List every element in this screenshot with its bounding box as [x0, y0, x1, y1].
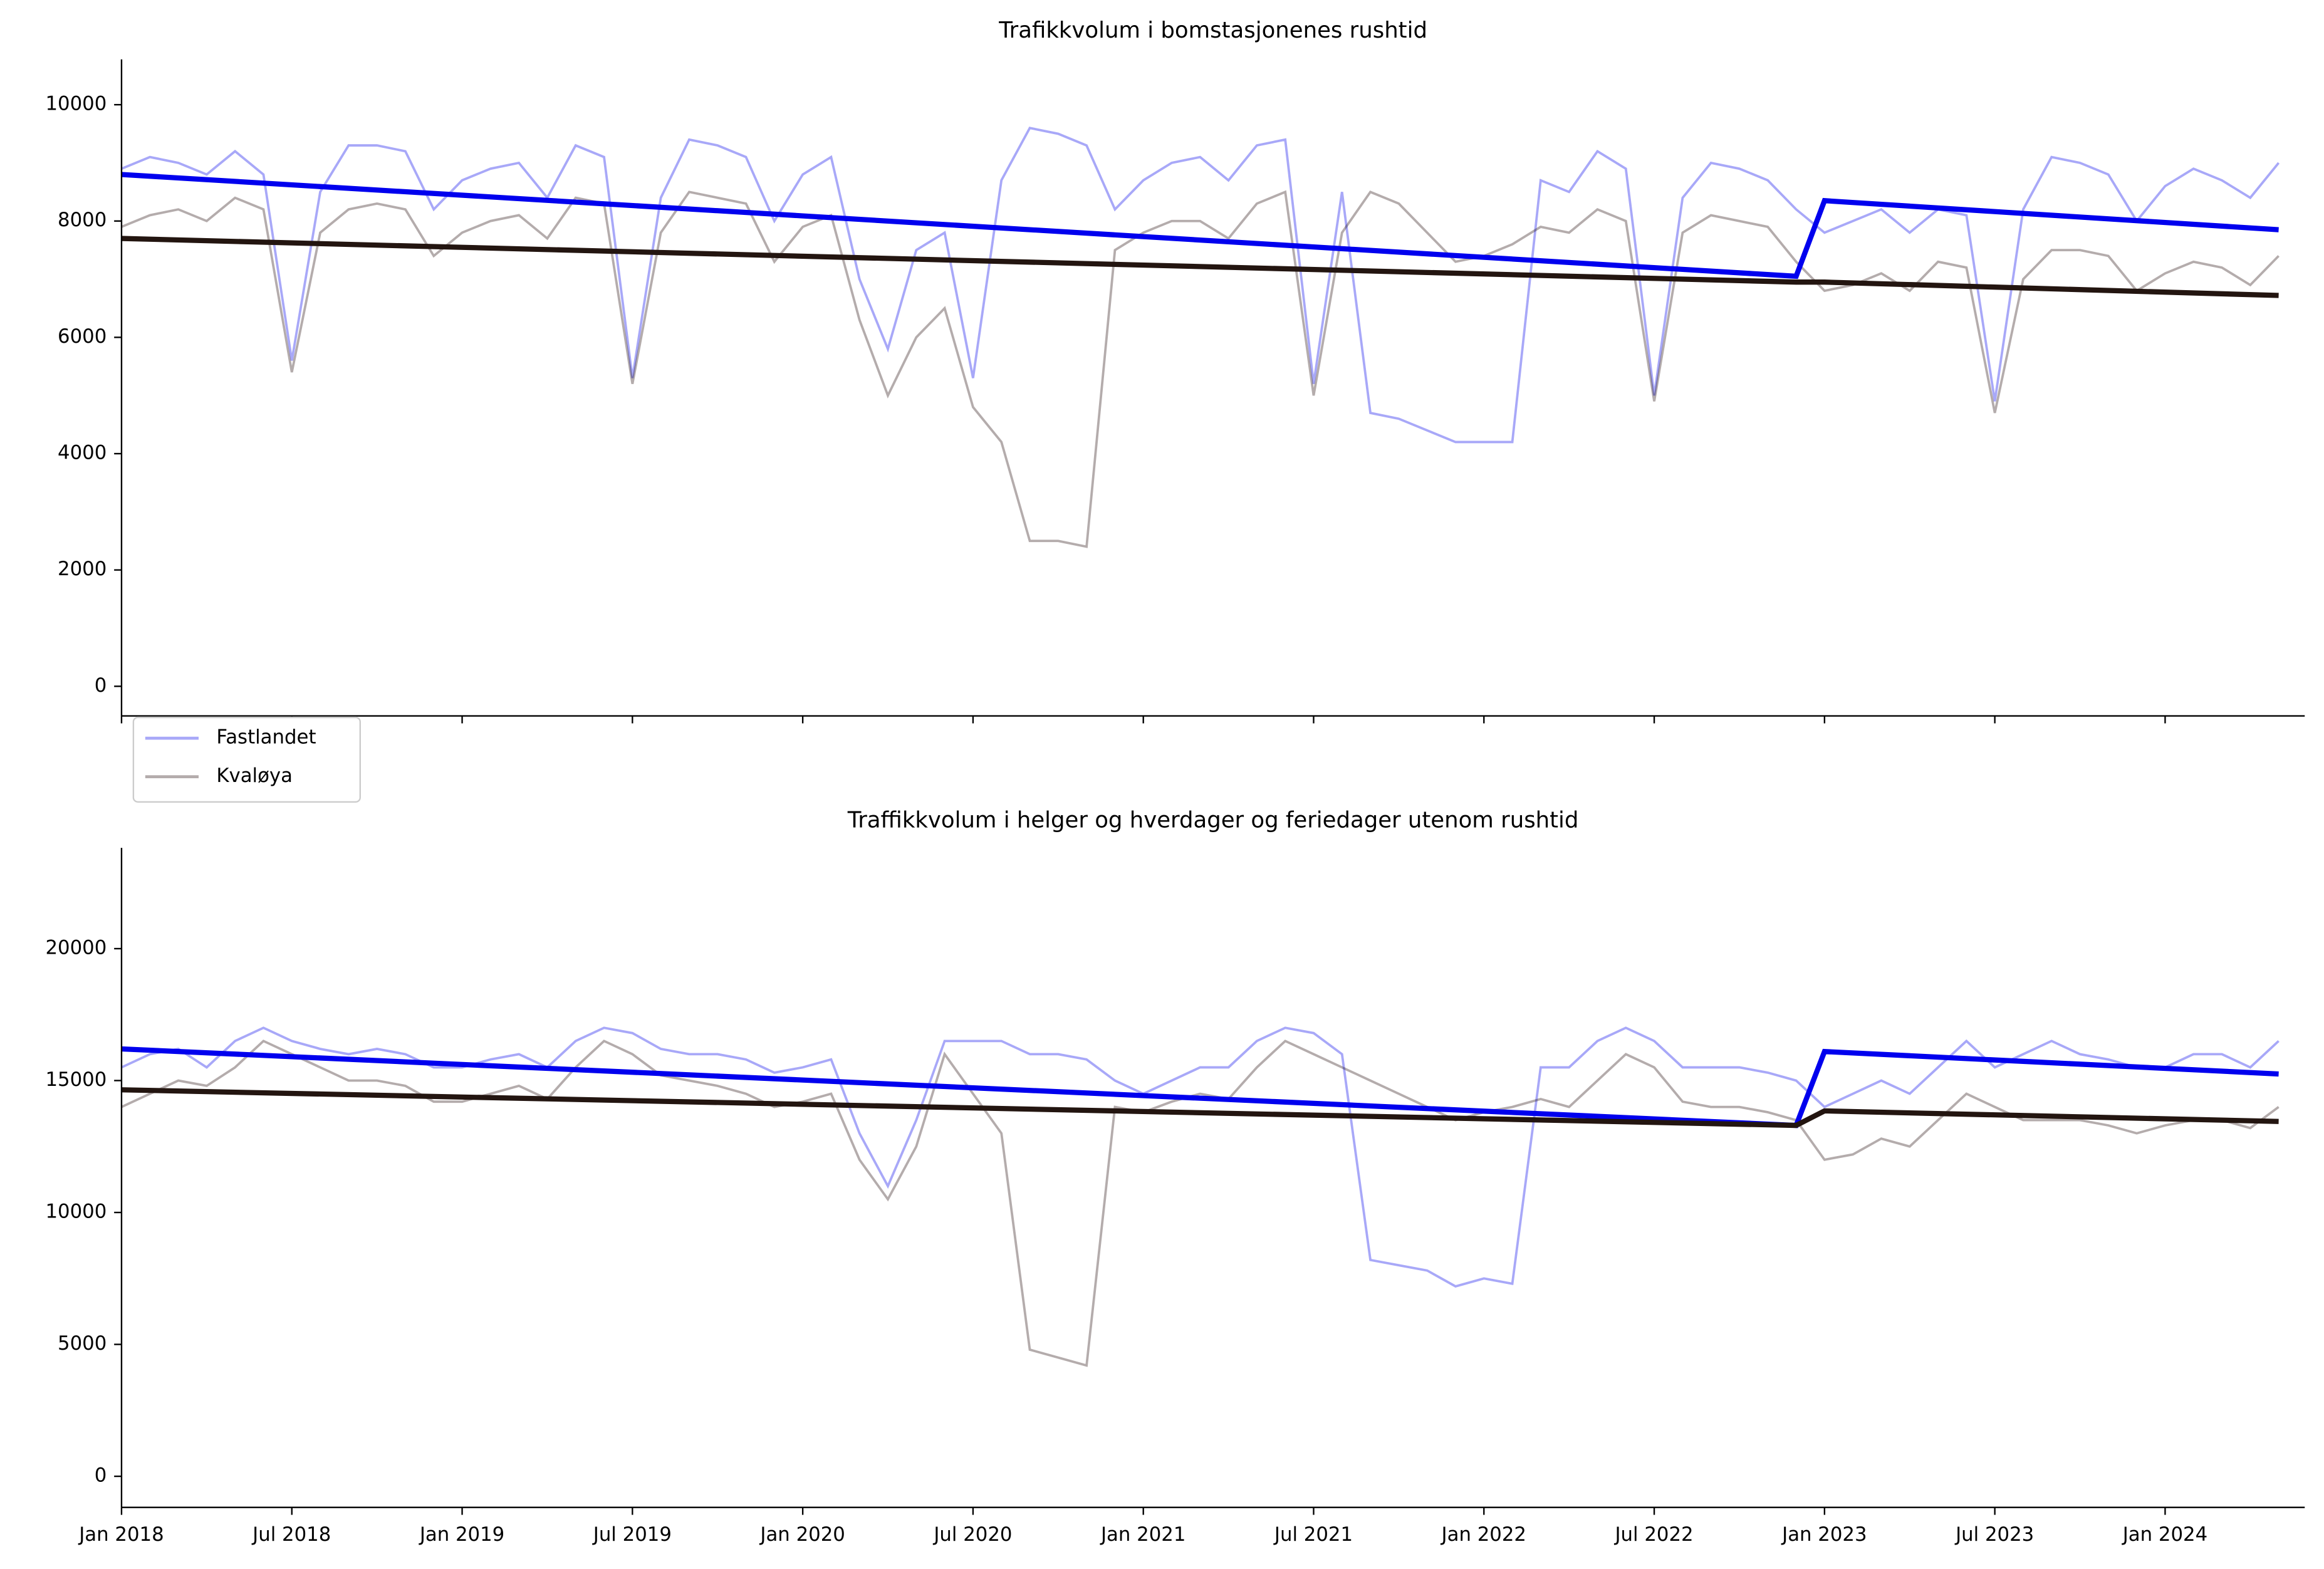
y-tick-label: 5000	[58, 1332, 107, 1355]
chart-title: Traffikkvolum i helger og hverdager og f…	[847, 808, 1579, 833]
y-tick-label: 2000	[58, 558, 107, 580]
series-line	[121, 1026, 2280, 1288]
plot-area	[121, 127, 2280, 548]
y-tick-label: 15000	[45, 1068, 107, 1091]
x-tick-label: Jan 2024	[2122, 1523, 2207, 1546]
x-tick-label: Jul 2023	[1954, 1523, 2034, 1546]
x-tick-label: Jul 2019	[592, 1523, 672, 1546]
y-tick-label: 10000	[45, 1201, 107, 1223]
y-tick-label: 6000	[58, 325, 107, 348]
y-tick-label: 4000	[58, 442, 107, 464]
trend-line	[121, 1046, 2279, 1129]
x-tick-label: Jul 2022	[1613, 1523, 1693, 1546]
x-tick-label: Jan 2019	[419, 1523, 504, 1546]
y-tick-label: 8000	[58, 209, 107, 231]
x-tick-label: Jul 2020	[932, 1523, 1012, 1546]
x-tick-label: Jan 2022	[1441, 1523, 1526, 1546]
x-tick-label: Jan 2018	[78, 1523, 164, 1546]
chart-title: Trafikkvolum i bomstasjonenes rushtid	[998, 18, 1427, 43]
trend-line	[121, 172, 2279, 279]
y-tick-label: 20000	[45, 936, 107, 959]
x-tick-label: Jan 2021	[1100, 1523, 1185, 1546]
legend-label: Fastlandet	[216, 726, 316, 749]
x-tick-label: Jul 2018	[251, 1523, 331, 1546]
series-line	[121, 1040, 2280, 1367]
trend-line	[121, 236, 2279, 298]
plot-area	[121, 1026, 2280, 1367]
y-tick-label: 0	[95, 674, 107, 697]
series-line	[121, 190, 2280, 548]
legend-label: Kvaløya	[216, 764, 293, 787]
x-tick-label: Jul 2021	[1273, 1523, 1353, 1546]
trend-line	[121, 1087, 2279, 1129]
y-tick-label: 0	[95, 1464, 107, 1487]
x-tick-label: Jan 2023	[1781, 1523, 1867, 1546]
x-tick-label: Jan 2020	[759, 1523, 845, 1546]
series-line	[121, 127, 2280, 444]
y-tick-label: 10000	[45, 93, 107, 115]
